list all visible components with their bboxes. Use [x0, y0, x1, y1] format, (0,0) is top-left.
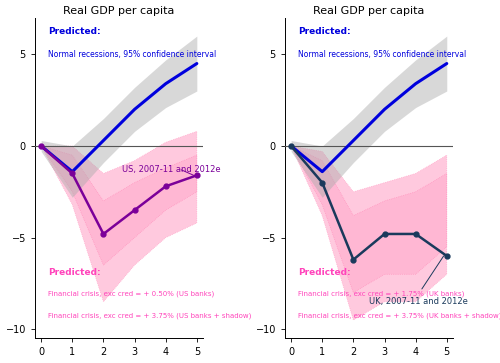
Title: Real GDP per capita: Real GDP per capita [64, 5, 174, 16]
Text: Predicted:: Predicted: [48, 27, 101, 36]
Title: Real GDP per capita: Real GDP per capita [314, 5, 424, 16]
Text: Financial crisis, exc cred = + 0.50% (US banks): Financial crisis, exc cred = + 0.50% (US… [48, 290, 214, 297]
Text: US, 2007-11 and 2012e: US, 2007-11 and 2012e [122, 165, 220, 174]
Text: Normal recessions, 95% confidence interval: Normal recessions, 95% confidence interv… [298, 50, 466, 59]
Text: Financial crisis, exc cred = + 3.75% (UK banks + shadow): Financial crisis, exc cred = + 3.75% (UK… [298, 313, 500, 319]
Text: Predicted:: Predicted: [298, 268, 351, 277]
Text: Predicted:: Predicted: [298, 27, 351, 36]
Text: Financial crisis, exc cred = + 3.75% (US banks + shadow): Financial crisis, exc cred = + 3.75% (US… [48, 313, 252, 319]
Text: UK, 2007-11 and 2012e: UK, 2007-11 and 2012e [369, 297, 468, 306]
Text: Financial crisis, exc cred = + 1.75% (UK banks): Financial crisis, exc cred = + 1.75% (UK… [298, 290, 464, 297]
Text: Normal recessions, 95% confidence interval: Normal recessions, 95% confidence interv… [48, 50, 216, 59]
Text: Predicted:: Predicted: [48, 268, 101, 277]
